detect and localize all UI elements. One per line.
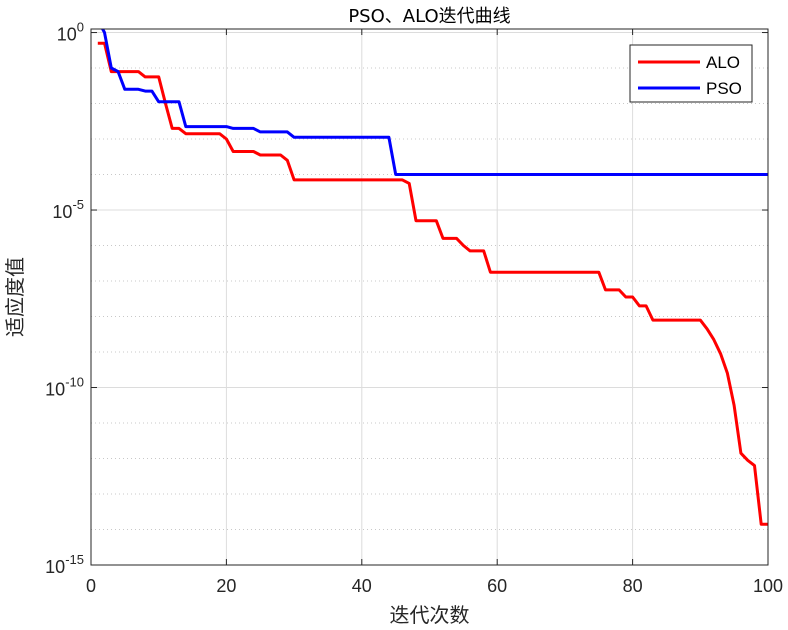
y-tick-label: 10-5	[52, 197, 84, 222]
y-tick-label: 10-15	[45, 552, 84, 577]
y-axis-label: 适应度值	[3, 257, 27, 337]
x-tick-label: 40	[352, 576, 372, 596]
legend-box	[629, 44, 753, 103]
y-tick-label: 10-10	[45, 375, 84, 400]
legend: ALO PSO	[629, 44, 753, 103]
y-tick-label: 100	[57, 20, 84, 45]
series-layer	[97, 29, 768, 526]
x-tick-label: 20	[216, 576, 236, 596]
series-line-alo	[97, 41, 768, 526]
x-tick-label: 60	[487, 576, 507, 596]
major-grid	[91, 29, 768, 565]
y-tick-labels: 100 10-5 10-10 10-15	[45, 20, 84, 577]
plot-area	[91, 29, 768, 565]
legend-label-pso: PSO	[706, 79, 742, 98]
x-tick-label: 100	[753, 576, 783, 596]
chart-title: PSO、ALO迭代曲线	[348, 6, 510, 27]
tick-marks	[90, 29, 769, 566]
x-tick-label: 0	[86, 576, 96, 596]
legend-label-alo: ALO	[706, 53, 740, 72]
x-tick-label: 80	[623, 576, 643, 596]
axes-box	[90, 28, 769, 566]
minor-grid	[91, 67, 768, 531]
series-line-pso	[100, 29, 768, 176]
x-axis-label: 迭代次数	[390, 603, 470, 627]
x-tick-labels: 0 20 40 60 80 100	[86, 576, 783, 596]
